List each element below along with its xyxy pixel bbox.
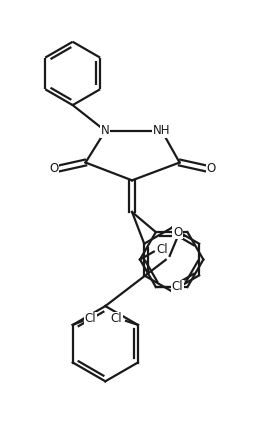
Text: N: N [101,124,110,137]
Text: Cl: Cl [172,280,184,294]
Text: NH: NH [153,124,171,137]
Text: O: O [49,162,59,175]
Text: Cl: Cl [85,313,96,326]
Text: O: O [173,226,182,239]
Text: Cl: Cl [156,243,168,256]
Text: Cl: Cl [110,313,122,326]
Text: O: O [207,162,216,175]
